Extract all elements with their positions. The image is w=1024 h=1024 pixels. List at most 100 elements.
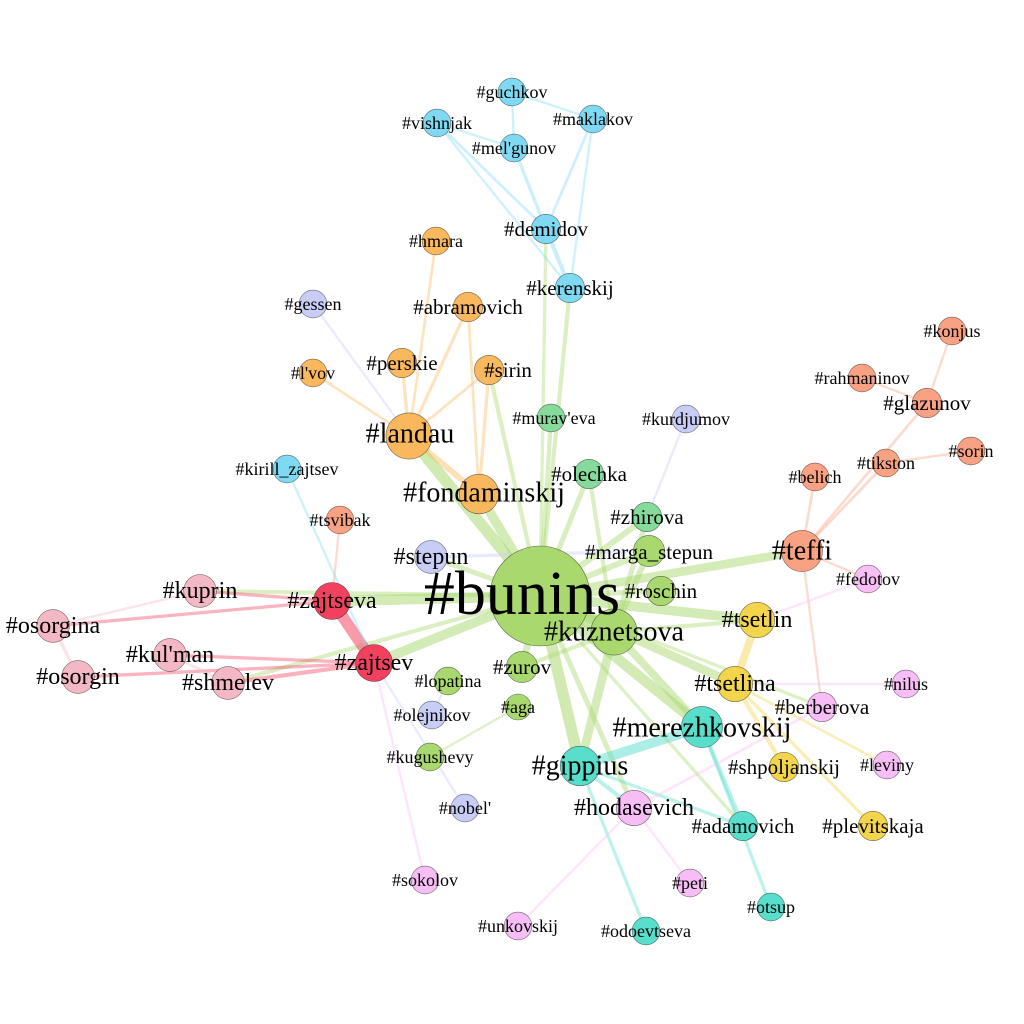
node-bunins[interactable] [489, 545, 591, 647]
node-label-tsvibak: #tsvibak [310, 510, 371, 530]
node-sorin[interactable] [956, 436, 986, 466]
node-zajtsev[interactable] [355, 644, 393, 682]
node-label-sorin: #sorin [949, 441, 994, 461]
edge-kuznetsova-tsetlin [613, 617, 758, 635]
node-unkovskij[interactable] [503, 911, 533, 941]
node-label-bunins: #bunins [424, 560, 620, 628]
node-label-otsup: #otsup [747, 897, 795, 917]
node-osorgina[interactable] [36, 609, 70, 643]
node-tikston[interactable] [871, 448, 901, 478]
node-abramovich[interactable] [452, 291, 483, 322]
node-kugushevy[interactable] [415, 742, 445, 772]
node-hmara[interactable] [421, 226, 451, 256]
node-osorgin[interactable] [61, 660, 95, 694]
node-fedotov[interactable] [853, 564, 883, 594]
node-label-rahmaninov: #rahmaninov [815, 368, 910, 388]
edge-demidov-vishnjak [436, 122, 547, 230]
node-kuprin[interactable] [183, 574, 217, 608]
node-label-osorgin: #osorgin [36, 664, 120, 690]
node-gessen[interactable] [298, 289, 328, 319]
node-tsvibak[interactable] [325, 505, 355, 535]
node-marga_stepun[interactable] [633, 535, 665, 567]
node-label-maklakov: #maklakov [553, 109, 633, 129]
node-tsetlina[interactable] [716, 665, 753, 702]
edge-maklakov-guchkov [511, 90, 594, 121]
node-konjus[interactable] [937, 316, 967, 346]
node-teffi[interactable] [781, 530, 823, 572]
node-shpoljanskij[interactable] [768, 751, 799, 782]
node-label-zhirova: #zhirova [610, 505, 684, 529]
node-fondaminskij[interactable] [458, 473, 500, 515]
node-maklakov[interactable] [578, 104, 608, 134]
edge-bunins-kuprin [199, 588, 541, 599]
edge-hodasevich-berberova [633, 705, 823, 810]
node-plevitskaja[interactable] [857, 810, 888, 841]
node-sirin[interactable] [473, 354, 504, 385]
edge-tikston-sorin [885, 449, 972, 465]
node-label-kuznetsova: #kuznetsova [544, 617, 685, 648]
node-label-kurdjumov: #kurdjumov [642, 409, 730, 429]
node-label-plevitskaja: #plevitskaja [822, 814, 924, 838]
node-lopatina[interactable] [433, 666, 463, 696]
node-tsetlin[interactable] [738, 601, 775, 638]
edge-zajtseva-osorgina [52, 599, 333, 628]
edge-bunins-adamovich [538, 594, 745, 828]
node-label-aga: #aga [501, 697, 535, 717]
node-sokolov[interactable] [410, 865, 440, 895]
node-label-kirill_zajtsev: #kirill_zajtsev [236, 459, 339, 479]
node-stepun[interactable] [414, 540, 448, 574]
node-roschin[interactable] [645, 575, 676, 606]
node-landau[interactable] [385, 412, 433, 460]
node-odoevtseva[interactable] [631, 916, 661, 946]
node-muraveva[interactable] [536, 403, 566, 433]
edge-teffi-berberova [800, 550, 824, 708]
node-melgunov[interactable] [499, 133, 529, 163]
node-otsup[interactable] [756, 892, 786, 922]
node-kulman[interactable] [153, 638, 187, 672]
node-kerenskij[interactable] [554, 272, 585, 303]
node-zhirova[interactable] [631, 501, 662, 532]
node-zajtseva[interactable] [313, 582, 351, 620]
node-adamovich[interactable] [727, 810, 758, 841]
edge-bunins-shmelev [227, 593, 541, 686]
node-olejnikov[interactable] [417, 700, 447, 730]
node-nobel[interactable] [450, 793, 480, 823]
edge-landau-hmara [407, 240, 438, 437]
edge-fedotov-tsetlin [756, 577, 869, 622]
label-layer: #bunins#kuznetsova #landau #fondaminskij #t… [6, 82, 994, 941]
node-demidov[interactable] [530, 214, 561, 245]
node-label-gessen: #gessen [285, 294, 342, 314]
node-shmelev[interactable] [211, 666, 245, 700]
node-merezhkovskij[interactable] [681, 706, 723, 748]
node-label-zajtseva: #zajtseva [287, 588, 377, 614]
node-leviny[interactable] [872, 750, 902, 780]
node-gippius[interactable] [559, 745, 601, 787]
node-rahmaninov[interactable] [847, 363, 877, 393]
node-label-sirin: #sirin [484, 358, 532, 382]
node-kirill_zajtsev[interactable] [272, 454, 302, 484]
node-belich[interactable] [800, 462, 830, 492]
node-kurdjumov[interactable] [671, 404, 701, 434]
node-perskie[interactable] [386, 347, 417, 378]
node-aga[interactable] [504, 693, 532, 721]
node-label-odoevtseva: #odoevtseva [601, 921, 691, 941]
node-glazunov[interactable] [911, 387, 942, 418]
node-olechka[interactable] [573, 458, 604, 489]
edge-gessen-landau [312, 303, 410, 437]
node-label-vishnjak: #vishnjak [402, 113, 472, 133]
node-vishnjak[interactable] [422, 108, 452, 138]
node-berberova[interactable] [806, 691, 837, 722]
node-kuznetsova[interactable] [590, 608, 638, 656]
node-lvov[interactable] [298, 358, 328, 388]
node-label-belich: #belich [789, 467, 842, 487]
node-nilus[interactable] [891, 669, 921, 699]
node-zurov[interactable] [506, 651, 538, 683]
node-guchkov[interactable] [497, 77, 527, 107]
node-label-fedotov: #fedotov [836, 569, 900, 589]
node-label-zajtsev: #zajtsev [335, 650, 414, 676]
node-label-glazunov: #glazunov [883, 391, 971, 415]
node-peti[interactable] [675, 868, 705, 898]
node-hodasevich[interactable] [615, 789, 652, 826]
edge-fondaminskij-abramovich [466, 306, 481, 495]
